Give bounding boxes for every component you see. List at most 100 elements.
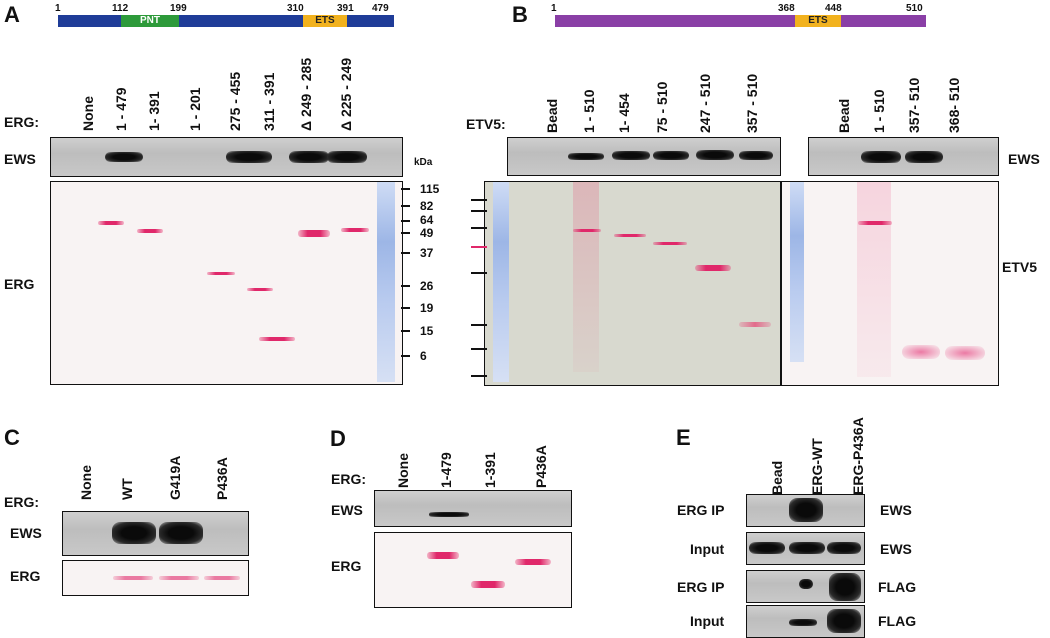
panel-label-d: D [330, 426, 346, 451]
etv5-blot-right [781, 181, 999, 386]
marker-label: 49 [420, 226, 434, 240]
etv5-ets-domain: ETS [795, 15, 841, 27]
band [515, 559, 551, 565]
etv5-blot-left [484, 181, 781, 386]
lane-label: 1 - 510 [581, 89, 597, 133]
marker-tick [471, 246, 487, 248]
lane-label: Bead [544, 98, 560, 133]
blot-label-erg: ERG [331, 558, 362, 574]
marker-tick [401, 252, 410, 254]
blot-label-ews: EWS [1008, 151, 1040, 167]
blot-label-ews: EWS [10, 525, 42, 541]
lane-label: G419A [167, 455, 183, 500]
ews-blot-right [808, 137, 999, 176]
band [427, 552, 459, 559]
band [327, 151, 367, 163]
band [858, 221, 892, 225]
erg-ets-domain: ETS [303, 15, 347, 27]
smear [573, 182, 599, 372]
etv5-ets-start: 368 [778, 3, 795, 14]
input-ews-blot [746, 532, 865, 565]
panel-label-e: E [676, 425, 691, 450]
marker-tick [401, 205, 410, 207]
band [137, 229, 163, 233]
kda-label: kDa [414, 157, 433, 168]
row-label-right: FLAG [878, 579, 917, 595]
input-flag-blot [746, 605, 865, 638]
lane-label: P436A [214, 457, 230, 500]
band [827, 609, 861, 633]
marker-label: 15 [420, 324, 434, 338]
band [614, 234, 646, 237]
marker-tick [471, 348, 487, 350]
lane-label: 1 - 479 [113, 87, 129, 131]
lane-label: P436A [533, 445, 549, 488]
row-label-etv5: ETV5: [466, 116, 506, 132]
panel-label-a: A [4, 2, 20, 27]
marker-ladder [790, 182, 804, 362]
erg-pnt-domain: PNT [121, 15, 179, 27]
lane-label: Δ 249 - 285 [298, 57, 314, 131]
marker-ladder [377, 182, 395, 382]
erg-blot [50, 181, 403, 385]
marker-label: 6 [420, 349, 427, 363]
panel-label-c: C [4, 425, 20, 450]
row-label-left: Input [690, 541, 725, 557]
marker-tick [401, 220, 410, 222]
band [739, 151, 773, 160]
marker-tick [471, 324, 487, 326]
band [113, 576, 153, 580]
lane-label: None [78, 465, 94, 500]
band [204, 576, 240, 580]
smear [857, 182, 891, 377]
lane-label: ERG-WT [809, 438, 825, 495]
lane-label: ERG-P436A [850, 417, 866, 495]
band [259, 337, 295, 341]
marker-label: 26 [420, 279, 434, 293]
band [298, 230, 330, 237]
band [289, 151, 329, 163]
marker-tick [401, 232, 410, 234]
band [695, 265, 731, 271]
band [945, 346, 985, 360]
band [653, 242, 687, 245]
marker-tick [401, 307, 410, 309]
lane-label: 1- 391 [146, 91, 162, 131]
erg-pnt-end: 199 [170, 3, 187, 14]
marker-tick [471, 199, 487, 201]
band [612, 151, 650, 160]
band [159, 522, 203, 544]
band [902, 345, 940, 359]
erg-blot [62, 560, 249, 596]
lane-label: 275 - 455 [227, 71, 243, 131]
lane-label: 1-479 [438, 452, 454, 488]
row-label-right: FLAG [878, 613, 917, 629]
erg-ip-ews-blot [746, 494, 865, 527]
ews-blot-left [507, 137, 781, 176]
band [471, 581, 505, 588]
ews-blot [374, 490, 572, 527]
lane-label: 368- 510 [946, 77, 962, 133]
marker-label: 64 [420, 213, 434, 227]
panel-label-b: B [512, 2, 528, 27]
marker-tick [401, 355, 410, 357]
row-label-right: EWS [880, 541, 912, 557]
marker-label: 115 [420, 182, 440, 196]
band [247, 288, 273, 291]
band [789, 542, 825, 554]
band [573, 229, 601, 232]
lane-label: 357 - 510 [744, 73, 760, 133]
marker-tick [471, 210, 487, 212]
band [789, 619, 817, 626]
blot-label-ews: EWS [331, 502, 363, 518]
band [207, 272, 235, 275]
band [159, 576, 199, 580]
row-label-left: ERG IP [677, 502, 725, 518]
lane-label: 311 - 391 [261, 72, 277, 131]
marker-label: 37 [420, 246, 434, 260]
row-label-erg: ERG: [4, 114, 39, 130]
blot-label-etv5: ETV5 [1002, 259, 1038, 275]
band [696, 150, 734, 160]
marker-label: 82 [420, 199, 434, 213]
marker-tick [471, 375, 487, 377]
